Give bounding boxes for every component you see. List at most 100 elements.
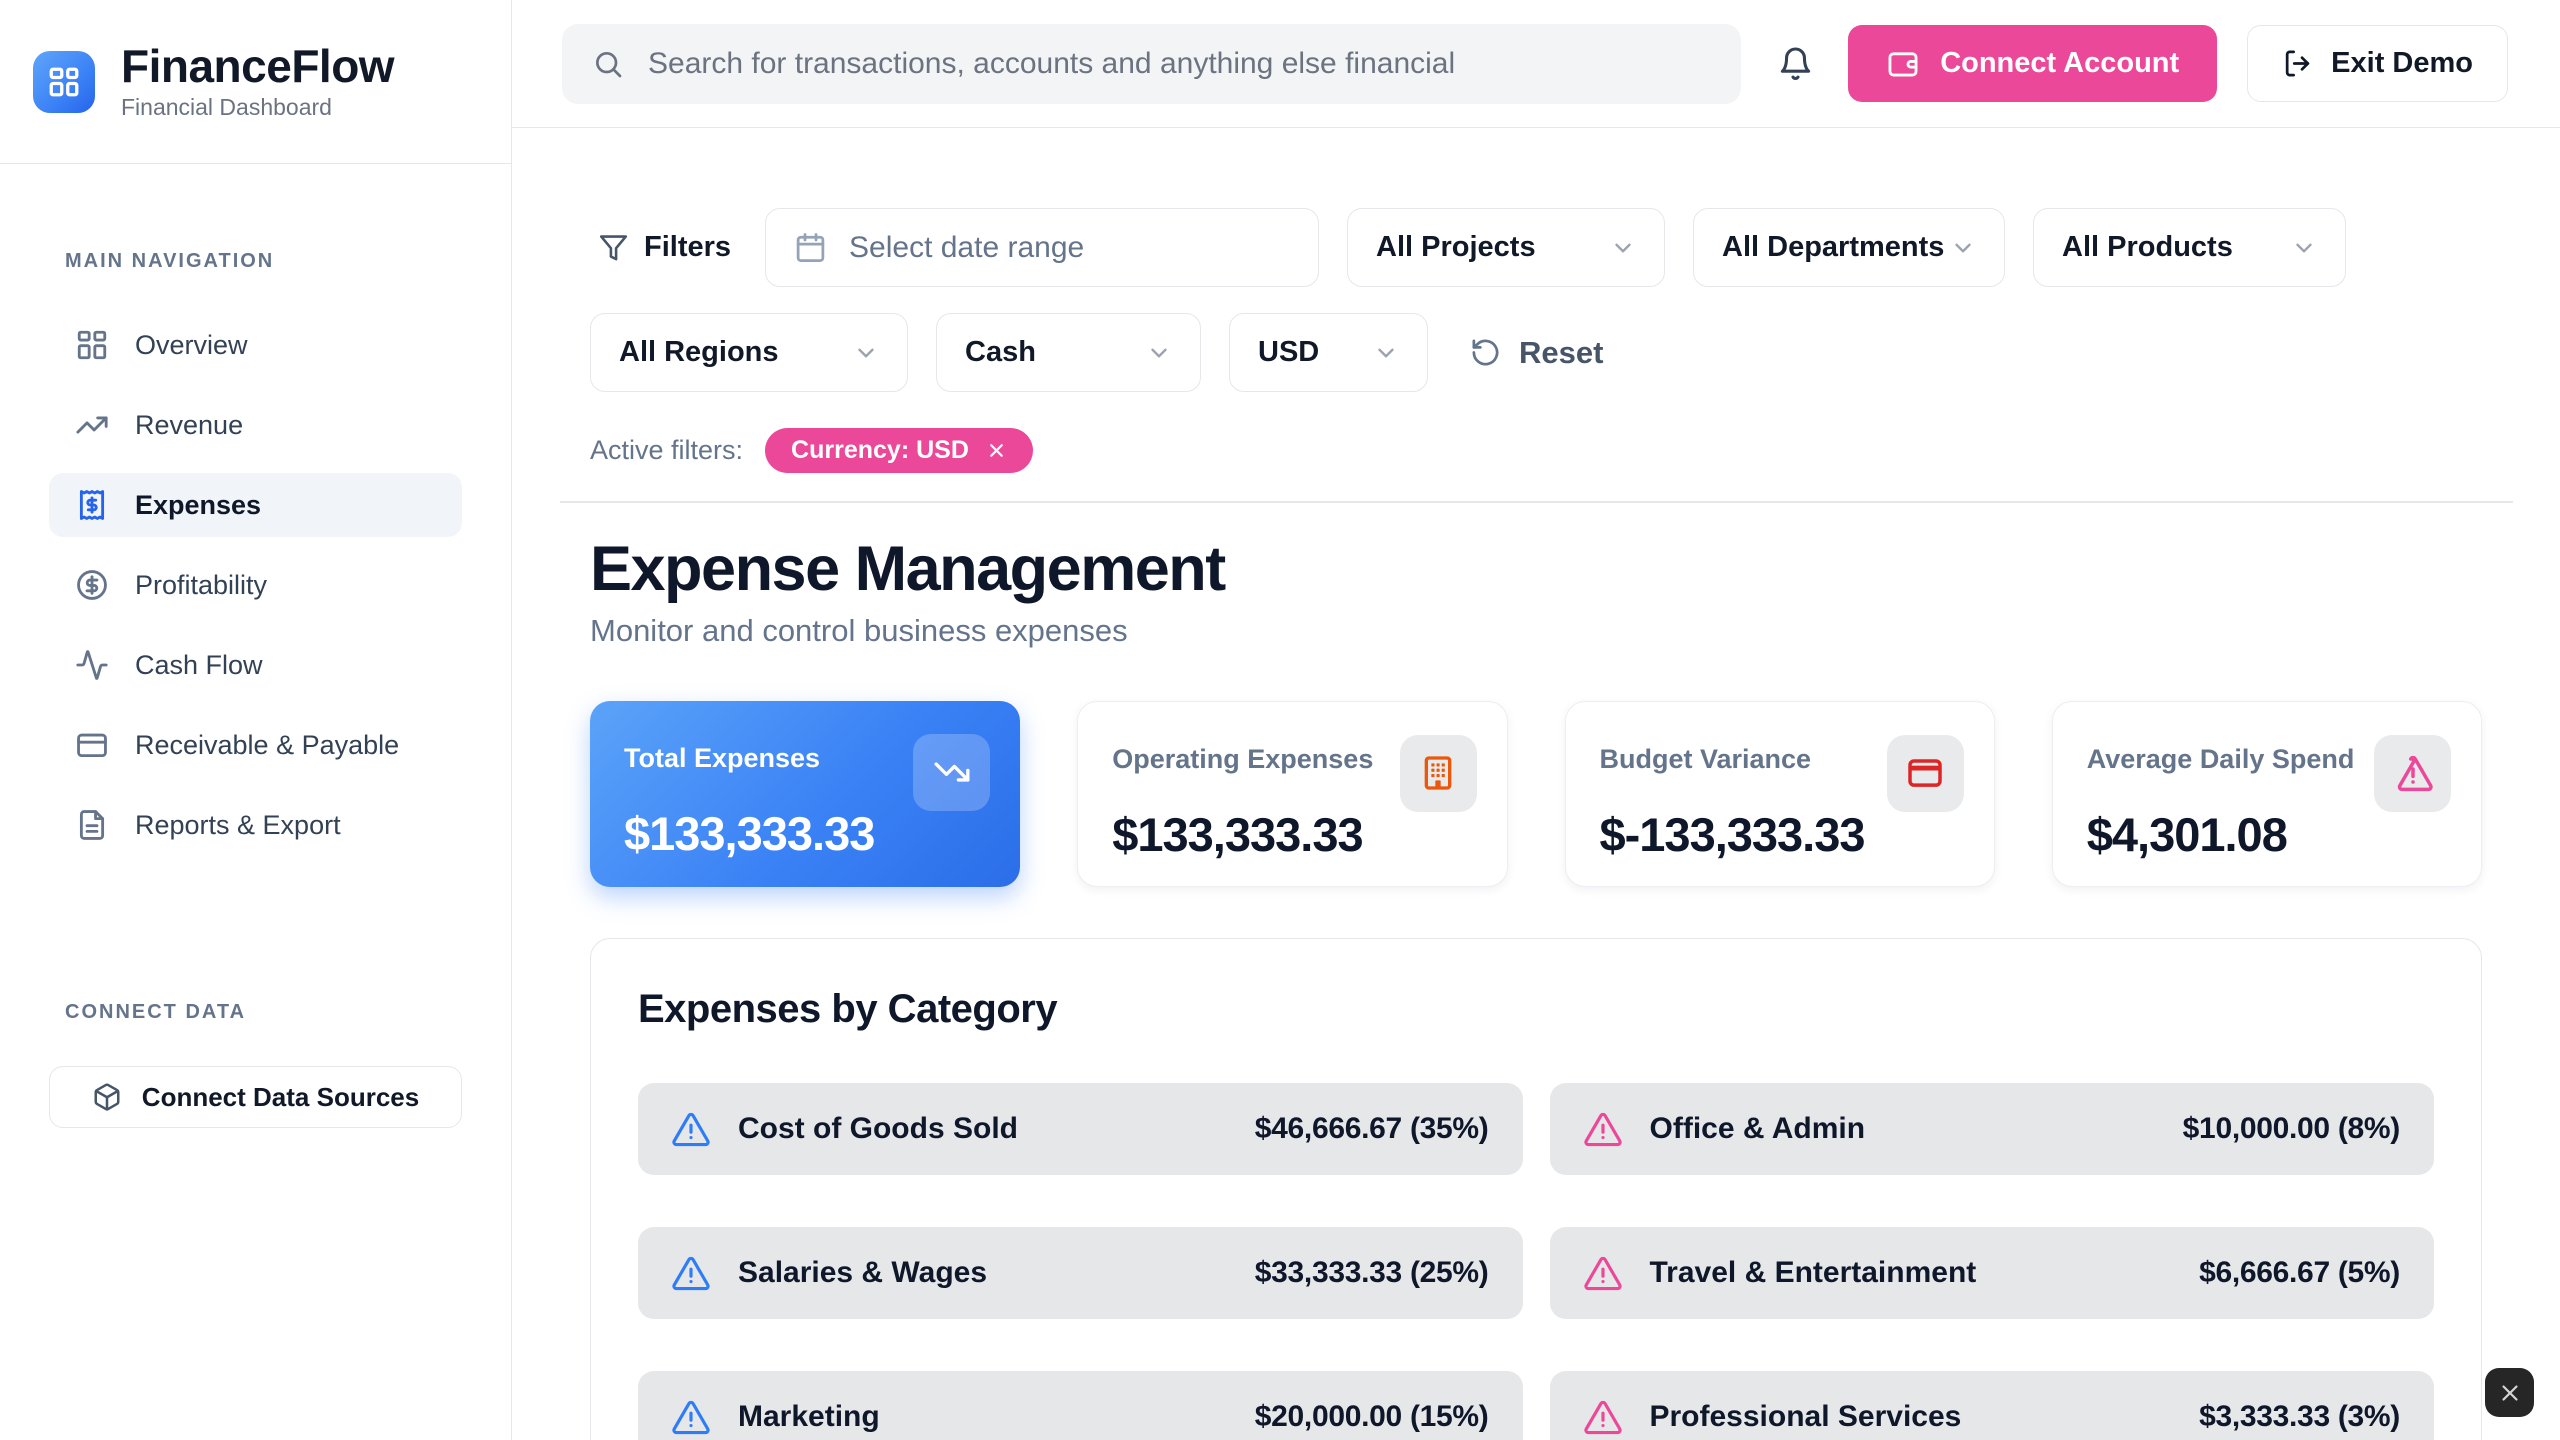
sidebar-item-reports-export[interactable]: Reports & Export [49, 793, 462, 857]
category-row-cost-of-goods-sold[interactable]: Cost of Goods Sold $46,666.67 (35%) [638, 1082, 1523, 1175]
category-name: Marketing [738, 1399, 880, 1433]
filters-header: Filters [598, 231, 731, 264]
wallet-icon [1886, 47, 1920, 81]
receipt-icon [75, 488, 109, 522]
funnel-icon [598, 232, 629, 263]
accounting-basis-value: Cash [965, 336, 1036, 368]
stat-card-budget-variance[interactable]: Budget Variance $-133,333.33 [1564, 700, 1995, 887]
cube-icon [92, 1082, 122, 1112]
products-select[interactable]: All Products [2033, 208, 2347, 287]
chevron-down-icon [1373, 340, 1399, 366]
topbar-actions: Connect Account Exit Demo [1773, 25, 2508, 102]
alert-triangle-icon [672, 1110, 710, 1148]
alert-triangle-icon [672, 1254, 710, 1292]
currency-select[interactable]: USD [1229, 313, 1428, 392]
chip-label: Currency: USD [791, 436, 969, 464]
close-icon[interactable] [986, 440, 1007, 461]
activity-icon [75, 648, 109, 682]
exit-demo-button[interactable]: Exit Demo [2247, 25, 2508, 102]
category-name: Travel & Entertainment [1649, 1255, 1977, 1289]
sidebar-item-receivable-payable[interactable]: Receivable & Payable [49, 713, 462, 777]
category-name: Professional Services [1649, 1399, 1962, 1433]
sidebar-item-cash-flow[interactable]: Cash Flow [49, 633, 462, 697]
brand-subtitle: Financial Dashboard [121, 93, 332, 120]
credit-card-icon [1886, 734, 1964, 812]
category-value: $10,000.00 (8%) [2182, 1111, 2401, 1145]
brand-name: FinanceFlow [121, 40, 395, 93]
search-input[interactable] [648, 46, 1711, 81]
connect-account-button[interactable]: Connect Account [1848, 25, 2218, 102]
connect-data-sources-button[interactable]: Connect Data Sources [49, 1066, 462, 1128]
main-navigation: Overview Revenue Expenses Profitability [0, 313, 511, 857]
projects-select-value: All Projects [1376, 231, 1536, 263]
sidebar-item-revenue[interactable]: Revenue [49, 393, 462, 457]
alert-triangle-icon [1583, 1398, 1622, 1436]
file-text-icon [75, 808, 109, 842]
category-row-office-admin[interactable]: Office & Admin $10,000.00 (8%) [1549, 1082, 2434, 1175]
filters-title: Filters [644, 231, 732, 263]
category-row-salaries-wages[interactable]: Salaries & Wages $33,333.33 (25%) [638, 1226, 1523, 1319]
filters-row-2: All Regions Cash USD Reset [590, 313, 2482, 392]
dashboard-grid-icon [33, 50, 95, 113]
category-list: Cost of Goods Sold $46,666.67 (35%) Offi… [638, 1082, 2434, 1440]
stat-card-total-expenses[interactable]: Total Expenses $133,333.33 [590, 700, 1021, 887]
expenses-by-category-title: Expenses by Category [638, 986, 1058, 1031]
chevron-down-icon [1950, 235, 1976, 261]
building-icon [1399, 734, 1477, 812]
sidebar-item-label: Expenses [135, 489, 262, 520]
date-range-picker[interactable]: Select date range [765, 208, 1320, 287]
alert-triangle-icon [1583, 1254, 1622, 1292]
expenses-by-category-card: Expenses by Category Cost of Goods Sold … [590, 937, 2482, 1440]
stat-card-operating-expenses[interactable]: Operating Expenses $133,333.33 [1077, 700, 1508, 887]
nav-section-label: MAIN NAVIGATION [65, 250, 275, 272]
category-value: $3,333.33 (3%) [2199, 1399, 2400, 1433]
sidebar-item-label: Profitability [135, 569, 268, 600]
stat-card-average-daily-spend[interactable]: Average Daily Spend $4,301.08 [2051, 700, 2482, 887]
sidebar-item-label: Overview [135, 329, 248, 360]
date-range-placeholder: Select date range [849, 230, 1085, 264]
credit-card-icon [75, 728, 109, 762]
active-filter-chip-currency[interactable]: Currency: USD [765, 428, 1033, 473]
products-select-value: All Products [2062, 231, 2233, 263]
search-icon [592, 48, 624, 80]
category-row-professional-services[interactable]: Professional Services $3,333.33 (3%) [1549, 1370, 2434, 1440]
category-value: $46,666.67 (35%) [1254, 1111, 1489, 1145]
stat-value: $133,333.33 [624, 806, 875, 860]
reset-filters-button[interactable]: Reset [1470, 335, 1603, 371]
active-filters-label: Active filters: [590, 435, 744, 465]
chevron-down-icon [2291, 235, 2317, 261]
sidebar: FinanceFlow Financial Dashboard MAIN NAV… [0, 0, 512, 1440]
notifications-button[interactable] [1773, 45, 1818, 82]
category-row-travel-entertainment[interactable]: Travel & Entertainment $6,666.67 (5%) [1549, 1226, 2434, 1319]
dashboard-grid-icon [75, 328, 109, 362]
regions-select[interactable]: All Regions [590, 313, 908, 392]
stat-label: Average Daily Spend [2086, 743, 2355, 774]
connect-section-label: CONNECT DATA [65, 1001, 247, 1023]
sidebar-item-label: Receivable & Payable [135, 729, 400, 760]
departments-select[interactable]: All Departments [1693, 208, 2006, 287]
close-icon [2498, 1381, 2522, 1405]
trending-up-icon [75, 408, 109, 442]
projects-select[interactable]: All Projects [1347, 208, 1666, 287]
close-widget-button[interactable] [2485, 1368, 2534, 1417]
brand-text: FinanceFlow Financial Dashboard [121, 40, 395, 120]
main-area: Connect Account Exit Demo Filters [512, 0, 2560, 1440]
page-content: Filters Select date range All Projects A… [512, 128, 2560, 1440]
calendar-icon [794, 231, 827, 264]
page-title: Expense Management [590, 533, 1226, 604]
filters-row-1: Filters Select date range All Projects A… [590, 208, 2482, 287]
sidebar-item-overview[interactable]: Overview [49, 313, 462, 377]
sidebar-item-expenses[interactable]: Expenses [49, 473, 462, 537]
exit-demo-label: Exit Demo [2331, 47, 2473, 79]
stat-value: $133,333.33 [1112, 807, 1363, 861]
sidebar-item-profitability[interactable]: Profitability [49, 553, 462, 617]
accounting-basis-select[interactable]: Cash [936, 313, 1201, 392]
stat-label: Budget Variance [1599, 743, 1812, 774]
dollar-circle-icon [75, 568, 109, 602]
departments-select-value: All Departments [1722, 231, 1945, 263]
category-row-marketing[interactable]: Marketing $20,000.00 (15%) [638, 1370, 1523, 1440]
active-filters-row: Active filters: Currency: USD [590, 428, 2482, 473]
search-bar[interactable] [562, 23, 1741, 104]
stat-value: $4,301.08 [2086, 807, 2288, 861]
